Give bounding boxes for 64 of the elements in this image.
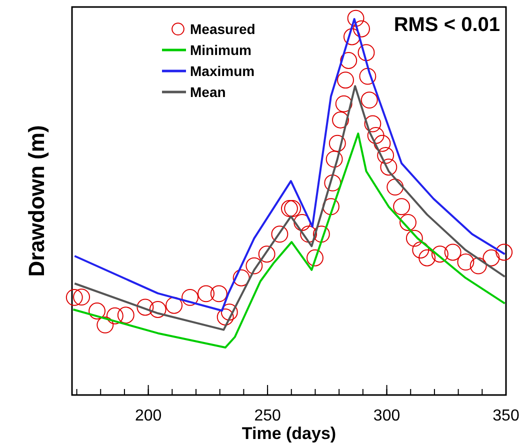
point <box>386 178 404 196</box>
point <box>347 10 364 27</box>
point <box>271 226 288 243</box>
point <box>136 298 154 316</box>
point <box>393 198 410 216</box>
point <box>106 307 124 324</box>
point <box>380 158 398 176</box>
x-tick-label: 350 <box>492 407 520 424</box>
point <box>431 246 448 263</box>
point <box>360 92 378 109</box>
point <box>246 257 263 274</box>
point <box>88 302 106 320</box>
point <box>364 115 382 132</box>
point <box>284 200 302 217</box>
legend-label: Minimum <box>190 42 252 58</box>
point <box>358 44 375 62</box>
point <box>367 126 384 144</box>
point <box>335 95 352 112</box>
point <box>96 316 114 334</box>
point <box>216 308 234 326</box>
point <box>332 112 349 128</box>
point <box>482 249 500 266</box>
x-axis-title: Time (days) <box>242 424 336 443</box>
point <box>306 249 324 266</box>
legend-label: Maximum <box>190 63 255 79</box>
point <box>359 68 376 85</box>
point <box>300 226 318 243</box>
point <box>322 198 340 216</box>
point <box>258 246 276 263</box>
point <box>328 134 346 152</box>
point <box>232 269 250 286</box>
point <box>66 288 83 306</box>
point <box>444 244 462 261</box>
point <box>418 249 436 266</box>
point <box>312 226 330 243</box>
point <box>182 288 199 306</box>
y-axis-title: Drawdown (m) <box>24 125 49 277</box>
point <box>340 52 358 69</box>
legend-label: Mean <box>190 84 226 100</box>
x-tick-label: 300 <box>373 407 400 424</box>
point <box>337 72 354 89</box>
point <box>496 244 513 261</box>
point <box>374 134 391 152</box>
point <box>149 301 166 318</box>
point <box>343 28 360 46</box>
annotation: RMS < 0.01 <box>394 14 500 36</box>
point <box>281 200 298 217</box>
point <box>457 254 474 270</box>
point <box>377 146 394 164</box>
point <box>406 230 423 247</box>
point <box>220 304 238 321</box>
point <box>353 20 370 38</box>
point <box>117 306 134 324</box>
legend-label: Measured <box>190 21 256 37</box>
point <box>73 288 90 306</box>
point <box>198 285 214 302</box>
point <box>412 242 430 258</box>
x-tick-label: 200 <box>134 407 162 424</box>
point <box>210 285 228 302</box>
point <box>470 257 487 274</box>
point <box>326 150 343 168</box>
point <box>400 214 416 231</box>
point <box>324 174 342 192</box>
x-tick-label: 250 <box>254 407 281 424</box>
